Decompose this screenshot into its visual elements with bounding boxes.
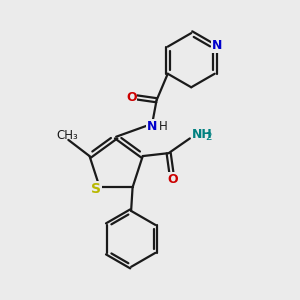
Text: CH₃: CH₃ xyxy=(57,129,79,142)
Text: N: N xyxy=(147,120,157,133)
Text: N: N xyxy=(212,39,222,52)
Text: O: O xyxy=(126,91,137,104)
Text: NH: NH xyxy=(192,128,213,141)
Text: S: S xyxy=(91,182,101,196)
Text: H: H xyxy=(159,120,168,133)
Text: O: O xyxy=(167,172,178,185)
Text: 2: 2 xyxy=(205,132,212,142)
